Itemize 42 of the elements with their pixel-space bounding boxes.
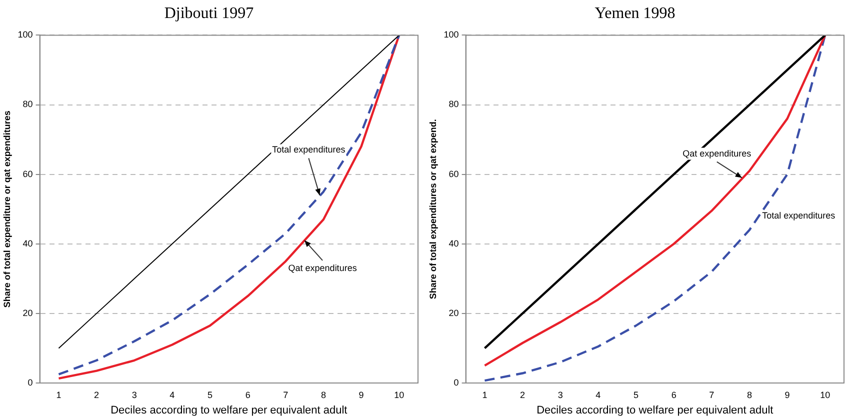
x-axis-title: Deciles according to welfare per equivalent adult [110,404,348,416]
x-tick-label: 4 [596,390,601,400]
x-tick-label: 7 [709,390,714,400]
y-axis-title: Share of total expenditure or qat expenditures [2,110,12,308]
x-tick-label: 7 [283,390,288,400]
y-tick-label: 100 [444,30,459,40]
chart-title: Yemen 1998 [594,4,676,22]
y-tick-label: 40 [448,238,459,248]
x-tick-label: 9 [784,390,790,400]
x-tick-label: 8 [746,390,752,400]
y-tick-label: 20 [22,308,33,318]
x-tick-label: 4 [170,390,175,400]
x-tick-label: 5 [207,390,213,400]
y-tick-label: 60 [22,168,33,179]
y-tick-label: 0 [454,377,459,388]
y-tick-label: 20 [448,308,459,318]
x-tick-label: 6 [671,390,676,400]
annotation: Total expenditures [762,210,836,221]
x-tick-label: 10 [394,390,404,400]
x-tick-label: 1 [56,390,62,400]
annotation: Qat expenditures [682,148,752,158]
x-tick-label: 3 [558,390,563,400]
x-tick-label: 1 [482,390,488,400]
y-tick-label: 100 [18,30,33,40]
y-tick-label: 80 [448,99,459,110]
x-tick-label: 5 [633,390,639,400]
x-tick-label: 8 [320,390,326,400]
y-tick-label: 60 [448,168,459,179]
chart-title: Djibouti 1997 [164,4,254,22]
x-tick-label: 3 [132,390,137,400]
annotation: Total expenditures [272,144,346,155]
x-tick-label: 10 [820,390,830,400]
y-tick-label: 0 [28,377,33,388]
x-tick-label: 2 [520,390,526,400]
x-tick-label: 2 [94,390,100,400]
x-tick-label: 6 [245,390,250,400]
annotation: Qat expenditures [288,262,358,273]
x-tick-label: 9 [358,390,364,400]
y-axis-title: Share of total expenditures or qat expend. [428,119,438,300]
y-tick-label: 40 [22,238,33,248]
x-axis-title: Deciles according to welfare per equivalent adult [536,404,774,416]
y-tick-label: 80 [22,99,33,110]
